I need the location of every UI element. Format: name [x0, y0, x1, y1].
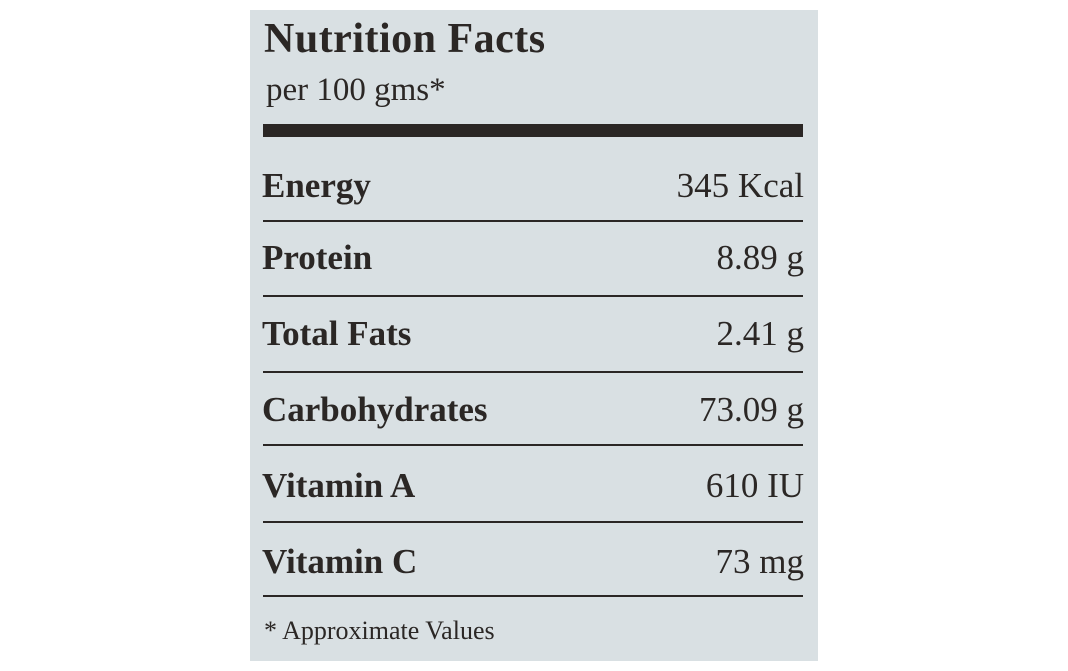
row-rule: [263, 220, 803, 222]
footnote: * Approximate Values: [264, 616, 495, 645]
thick-rule: [263, 124, 803, 137]
nutrient-name: Carbohydrates: [262, 390, 488, 429]
nutrient-amount: 8.89 g: [716, 238, 805, 277]
nutrient-amount: 345 Kcal: [676, 166, 804, 205]
nutrient-amount: 73.09 g: [699, 390, 804, 429]
nutrient-name: Vitamin A: [262, 466, 416, 505]
nutrient-amount: 2.41 g: [716, 314, 805, 353]
nutrient-name: Total Fats: [262, 314, 412, 353]
row-rule: [263, 295, 803, 297]
nutrient-amount: 610 IU: [705, 466, 804, 505]
row-rule: [263, 444, 803, 446]
nutrition-label: Nutrition Facts per 100 gms* * Approxima…: [250, 10, 818, 661]
nutrient-name: Energy: [262, 166, 371, 205]
subtitle: per 100 gms*: [266, 72, 446, 108]
title: Nutrition Facts: [264, 16, 546, 62]
nutrient-amount: 73 mg: [715, 542, 804, 581]
row-rule: [263, 595, 803, 597]
nutrient-name: Vitamin C: [262, 542, 418, 581]
row-rule: [263, 371, 803, 373]
nutrient-name: Protein: [262, 238, 373, 277]
row-rule: [263, 521, 803, 523]
